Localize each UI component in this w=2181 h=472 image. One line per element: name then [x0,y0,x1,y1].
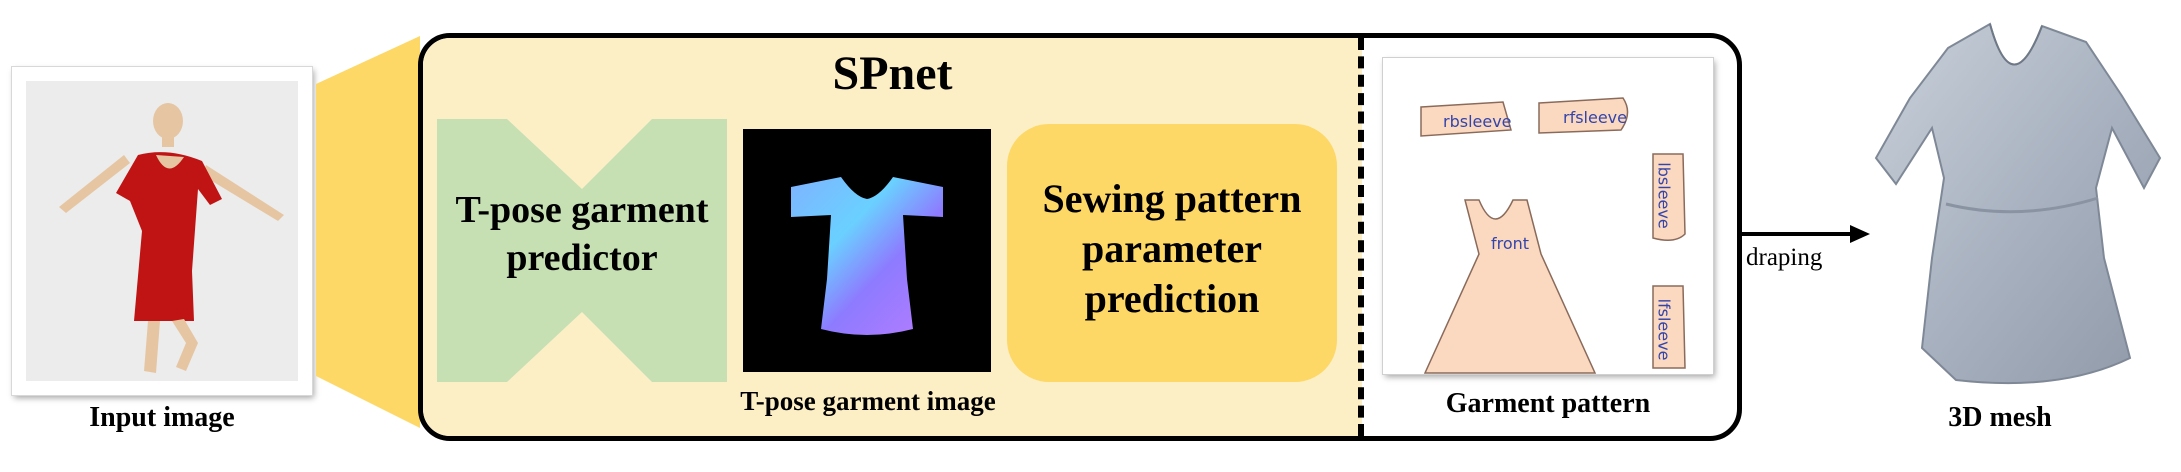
3d-mesh-render [1874,22,2162,385]
sewing-label-line1: Sewing pattern [1042,176,1302,221]
piece-label-lbsleeve: lbsleeve [1654,162,1674,229]
draping-arrow [1742,225,1870,243]
predictor-label: T-pose garment predictor [437,186,727,282]
sewing-prediction-label: Sewing pattern parameter prediction [1007,174,1337,324]
sewing-label-line2: parameter [1082,226,1262,271]
input-image-frame [12,67,312,395]
input-image-caption: Input image [89,402,235,433]
piece-label-rfsleeve: rfsleeve [1563,108,1627,127]
dashed-divider [1358,38,1364,436]
rbsleeve-piece [1420,101,1512,137]
spnet-container: SPnet T-pose garment predictor T-pose ga… [418,33,1742,441]
garment-pattern-caption: Garment pattern [1445,388,1651,419]
sewing-prediction-box: Sewing pattern parameter prediction [1007,124,1337,382]
tpose-garment-illustration [791,177,943,335]
spnet-title: SPnet [832,47,953,100]
posed-figure-illustration [59,103,284,373]
predictor-label-line1: T-pose garment [455,189,709,231]
sewing-pattern-pieces [1420,97,1686,374]
lfsleeve-piece [1652,285,1686,369]
3d-mesh-caption: 3D mesh [1948,402,2052,433]
garment-pattern-image: rbsleeve rfsleeve lbsleeve lfsleeve fron… [1383,58,1713,374]
rfsleeve-piece [1538,97,1629,134]
piece-label-front: front [1491,234,1530,253]
piece-label-lfsleeve: lfsleeve [1654,298,1674,361]
sewing-label-line3: prediction [1084,276,1260,321]
predictor-label-line2: predictor [506,237,658,279]
lbsleeve-piece [1652,153,1686,241]
funnel-connector [316,36,420,428]
input-image [26,81,298,381]
tpose-image-caption: T-pose garment image [740,386,996,416]
tpose-garment-image [743,129,991,372]
draping-label: draping [1746,244,1823,271]
predictor-hourglass-shape [437,119,727,382]
front-piece [1423,199,1597,374]
piece-label-rbsleeve: rbsleeve [1443,112,1512,131]
